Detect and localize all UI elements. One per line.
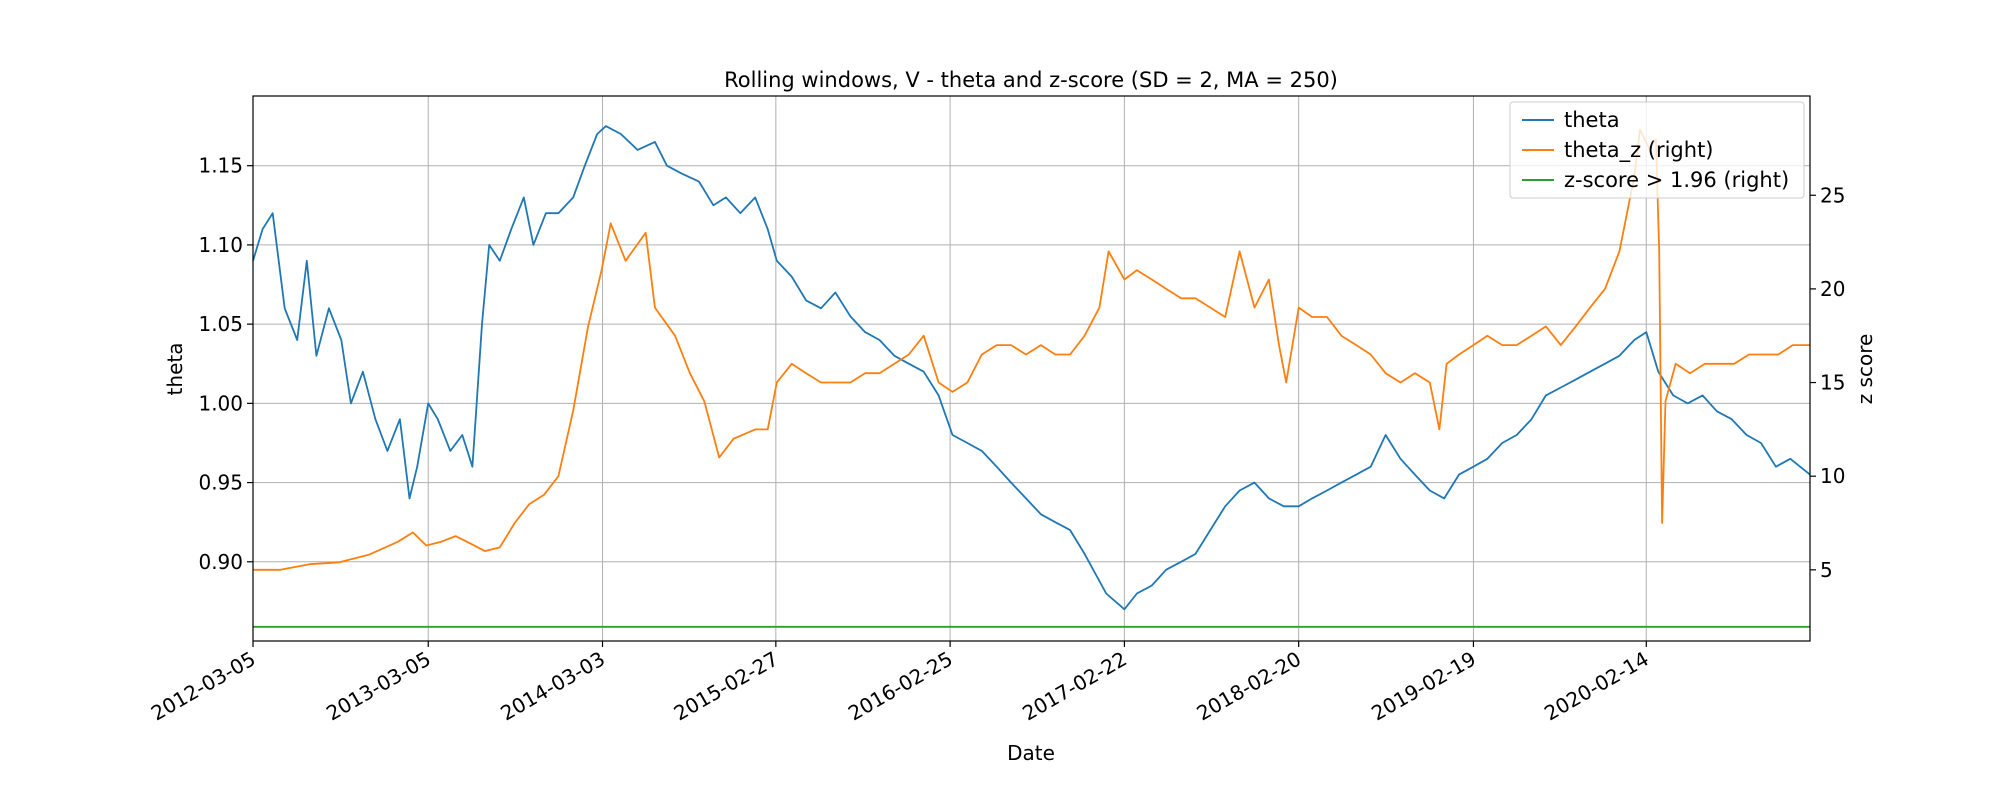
x-axis-label: Date [1007, 741, 1055, 765]
plot-frame [252, 95, 1811, 642]
y-axis-right: 5 10 15 20 25 [1810, 183, 1845, 582]
y-tick-label: 0.95 [198, 471, 243, 495]
series-layer [252, 125, 1811, 628]
y-right-tick-label: 10 [1820, 464, 1845, 488]
legend: theta theta_z (right) z-score > 1.96 (righ… [1509, 101, 1805, 199]
y-tick-label: 1.10 [198, 233, 243, 257]
x-tick-label: 2014-03-03 [496, 647, 609, 726]
legend-label: z-score > 1.96 (right) [1564, 168, 1789, 192]
x-axis: 2012-03-05 2013-03-05 2014-03-03 2015-02-27… [147, 641, 1653, 725]
legend-label: theta [1564, 108, 1620, 132]
series-line-1 [252, 125, 1811, 611]
y-right-tick-label: 25 [1820, 183, 1845, 207]
x-tick-label: 2013-03-05 [322, 647, 435, 726]
y-right-tick-label: 20 [1820, 277, 1845, 301]
y-right-tick-label: 15 [1820, 371, 1845, 395]
legend-label: theta_z (right) [1564, 138, 1714, 163]
x-tick-label: 2019-02-19 [1367, 647, 1480, 726]
y-axis-label: theta [163, 343, 187, 396]
y-tick-label: 0.90 [198, 550, 243, 574]
x-tick-label: 2012-03-05 [147, 647, 260, 726]
x-tick-label: 2015-02-27 [670, 647, 783, 726]
x-tick-label: 2017-02-22 [1018, 647, 1131, 726]
grid [252, 96, 1810, 641]
x-tick-label: 2016-02-25 [844, 647, 957, 726]
y-tick-label: 1.05 [198, 312, 243, 336]
y-tick-label: 1.00 [198, 391, 243, 415]
chart-title: Rolling windows, V - theta and z-score (… [724, 68, 1338, 92]
y-tick-label: 1.15 [198, 154, 243, 178]
legend-box [1509, 101, 1805, 199]
series-line-2 [253, 128, 1810, 571]
y-axis-left: 0.90 0.95 1.00 1.05 1.10 1.15 [198, 154, 253, 574]
x-tick-label: 2020-02-14 [1540, 647, 1653, 726]
x-tick-label: 2018-02-20 [1193, 647, 1306, 726]
y-axis-right-label: z score [1853, 334, 1877, 405]
y-right-tick-label: 5 [1820, 558, 1833, 582]
